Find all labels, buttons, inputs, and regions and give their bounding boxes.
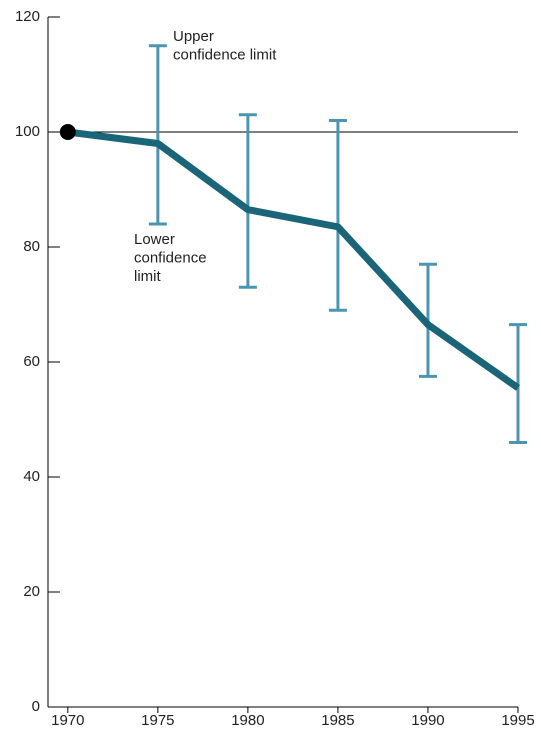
start-marker — [59, 124, 76, 140]
annotation: Upper — [173, 28, 214, 45]
annotation: Lower — [134, 231, 175, 248]
y-tick-label: 60 — [23, 353, 40, 370]
annotation: limit — [134, 268, 161, 285]
x-tick-label: 1975 — [141, 712, 174, 729]
y-tick-label: 120 — [15, 8, 40, 25]
error-bar — [509, 323, 527, 444]
x-tick-label: 1995 — [501, 712, 534, 729]
x-tick-label: 1985 — [321, 712, 354, 729]
error-bar — [328, 119, 347, 312]
data-line — [67, 128, 521, 391]
y-tick-label: 40 — [23, 468, 40, 485]
y-tick-label: 80 — [23, 238, 40, 255]
x-tick-label: 1980 — [231, 712, 264, 729]
x-tick-label: 1990 — [411, 712, 444, 729]
x-tick-label: 1970 — [51, 712, 84, 729]
y-tick-label: 20 — [23, 583, 40, 600]
annotation: confidence — [134, 249, 207, 266]
y-tick-label: 100 — [15, 123, 40, 140]
y-tick-label: 0 — [32, 698, 40, 715]
annotation: confidence limit — [173, 46, 277, 63]
error-bar — [148, 44, 167, 226]
error-bar — [238, 113, 257, 289]
